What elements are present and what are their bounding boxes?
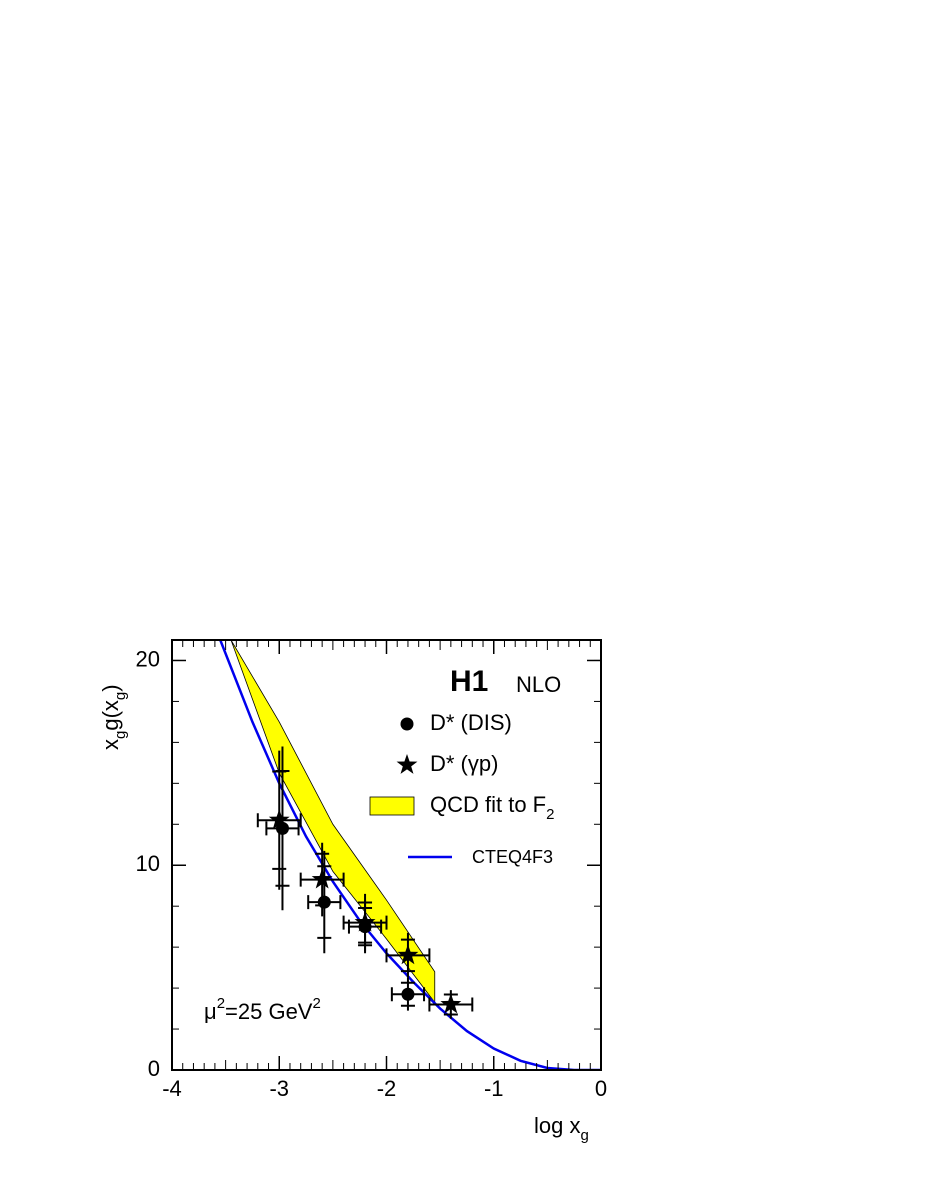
point: [311, 868, 333, 889]
y-tick-label: 0: [148, 1056, 160, 1081]
legend-part: QCD fit to F: [430, 792, 546, 817]
y-label-part: g: [112, 692, 129, 700]
y-tick-label: 20: [136, 646, 160, 671]
annotation-part: 2: [312, 995, 320, 1012]
legend-swatch: [369, 796, 415, 816]
legend-label: D* (DIS): [430, 710, 512, 735]
point: [440, 993, 462, 1014]
y-label-part: x: [98, 739, 123, 750]
point: [354, 911, 376, 932]
point: [396, 754, 418, 774]
y-label-part: ): [98, 684, 123, 691]
legend-label: D* (γp): [430, 751, 498, 776]
x-tick-label: -2: [377, 1076, 397, 1101]
annotation: μ2=25 GeV2: [204, 995, 321, 1024]
x-tick-label: -1: [484, 1076, 504, 1101]
x-axis-label: log xg: [534, 1113, 589, 1144]
subheader: NLO: [516, 672, 561, 697]
y-label-part: g: [112, 731, 129, 739]
y-axis-label: xgg(xg): [98, 684, 129, 750]
legend-label: CTEQ4F3: [472, 847, 553, 867]
annotation-part: μ: [204, 999, 217, 1024]
point: [317, 895, 331, 909]
annotation-part: =25 GeV: [225, 999, 313, 1024]
header: H1: [450, 665, 488, 698]
x-tick-label: -4: [162, 1076, 182, 1101]
x-label-part: g: [580, 1127, 588, 1144]
point: [268, 809, 290, 830]
x-label-part: log x: [534, 1113, 580, 1138]
point: [397, 944, 419, 965]
legend-label: QCD fit to F2: [430, 792, 554, 823]
y-label-part: g(x: [98, 700, 123, 731]
band: [230, 640, 436, 1004]
y-tick-label: 10: [136, 851, 160, 876]
annotation-part: 2: [217, 995, 225, 1012]
legend-part: 2: [546, 806, 554, 823]
x-tick-label: -3: [269, 1076, 289, 1101]
point: [401, 987, 415, 1001]
point: [400, 717, 414, 731]
x-tick-label: 0: [595, 1076, 607, 1101]
